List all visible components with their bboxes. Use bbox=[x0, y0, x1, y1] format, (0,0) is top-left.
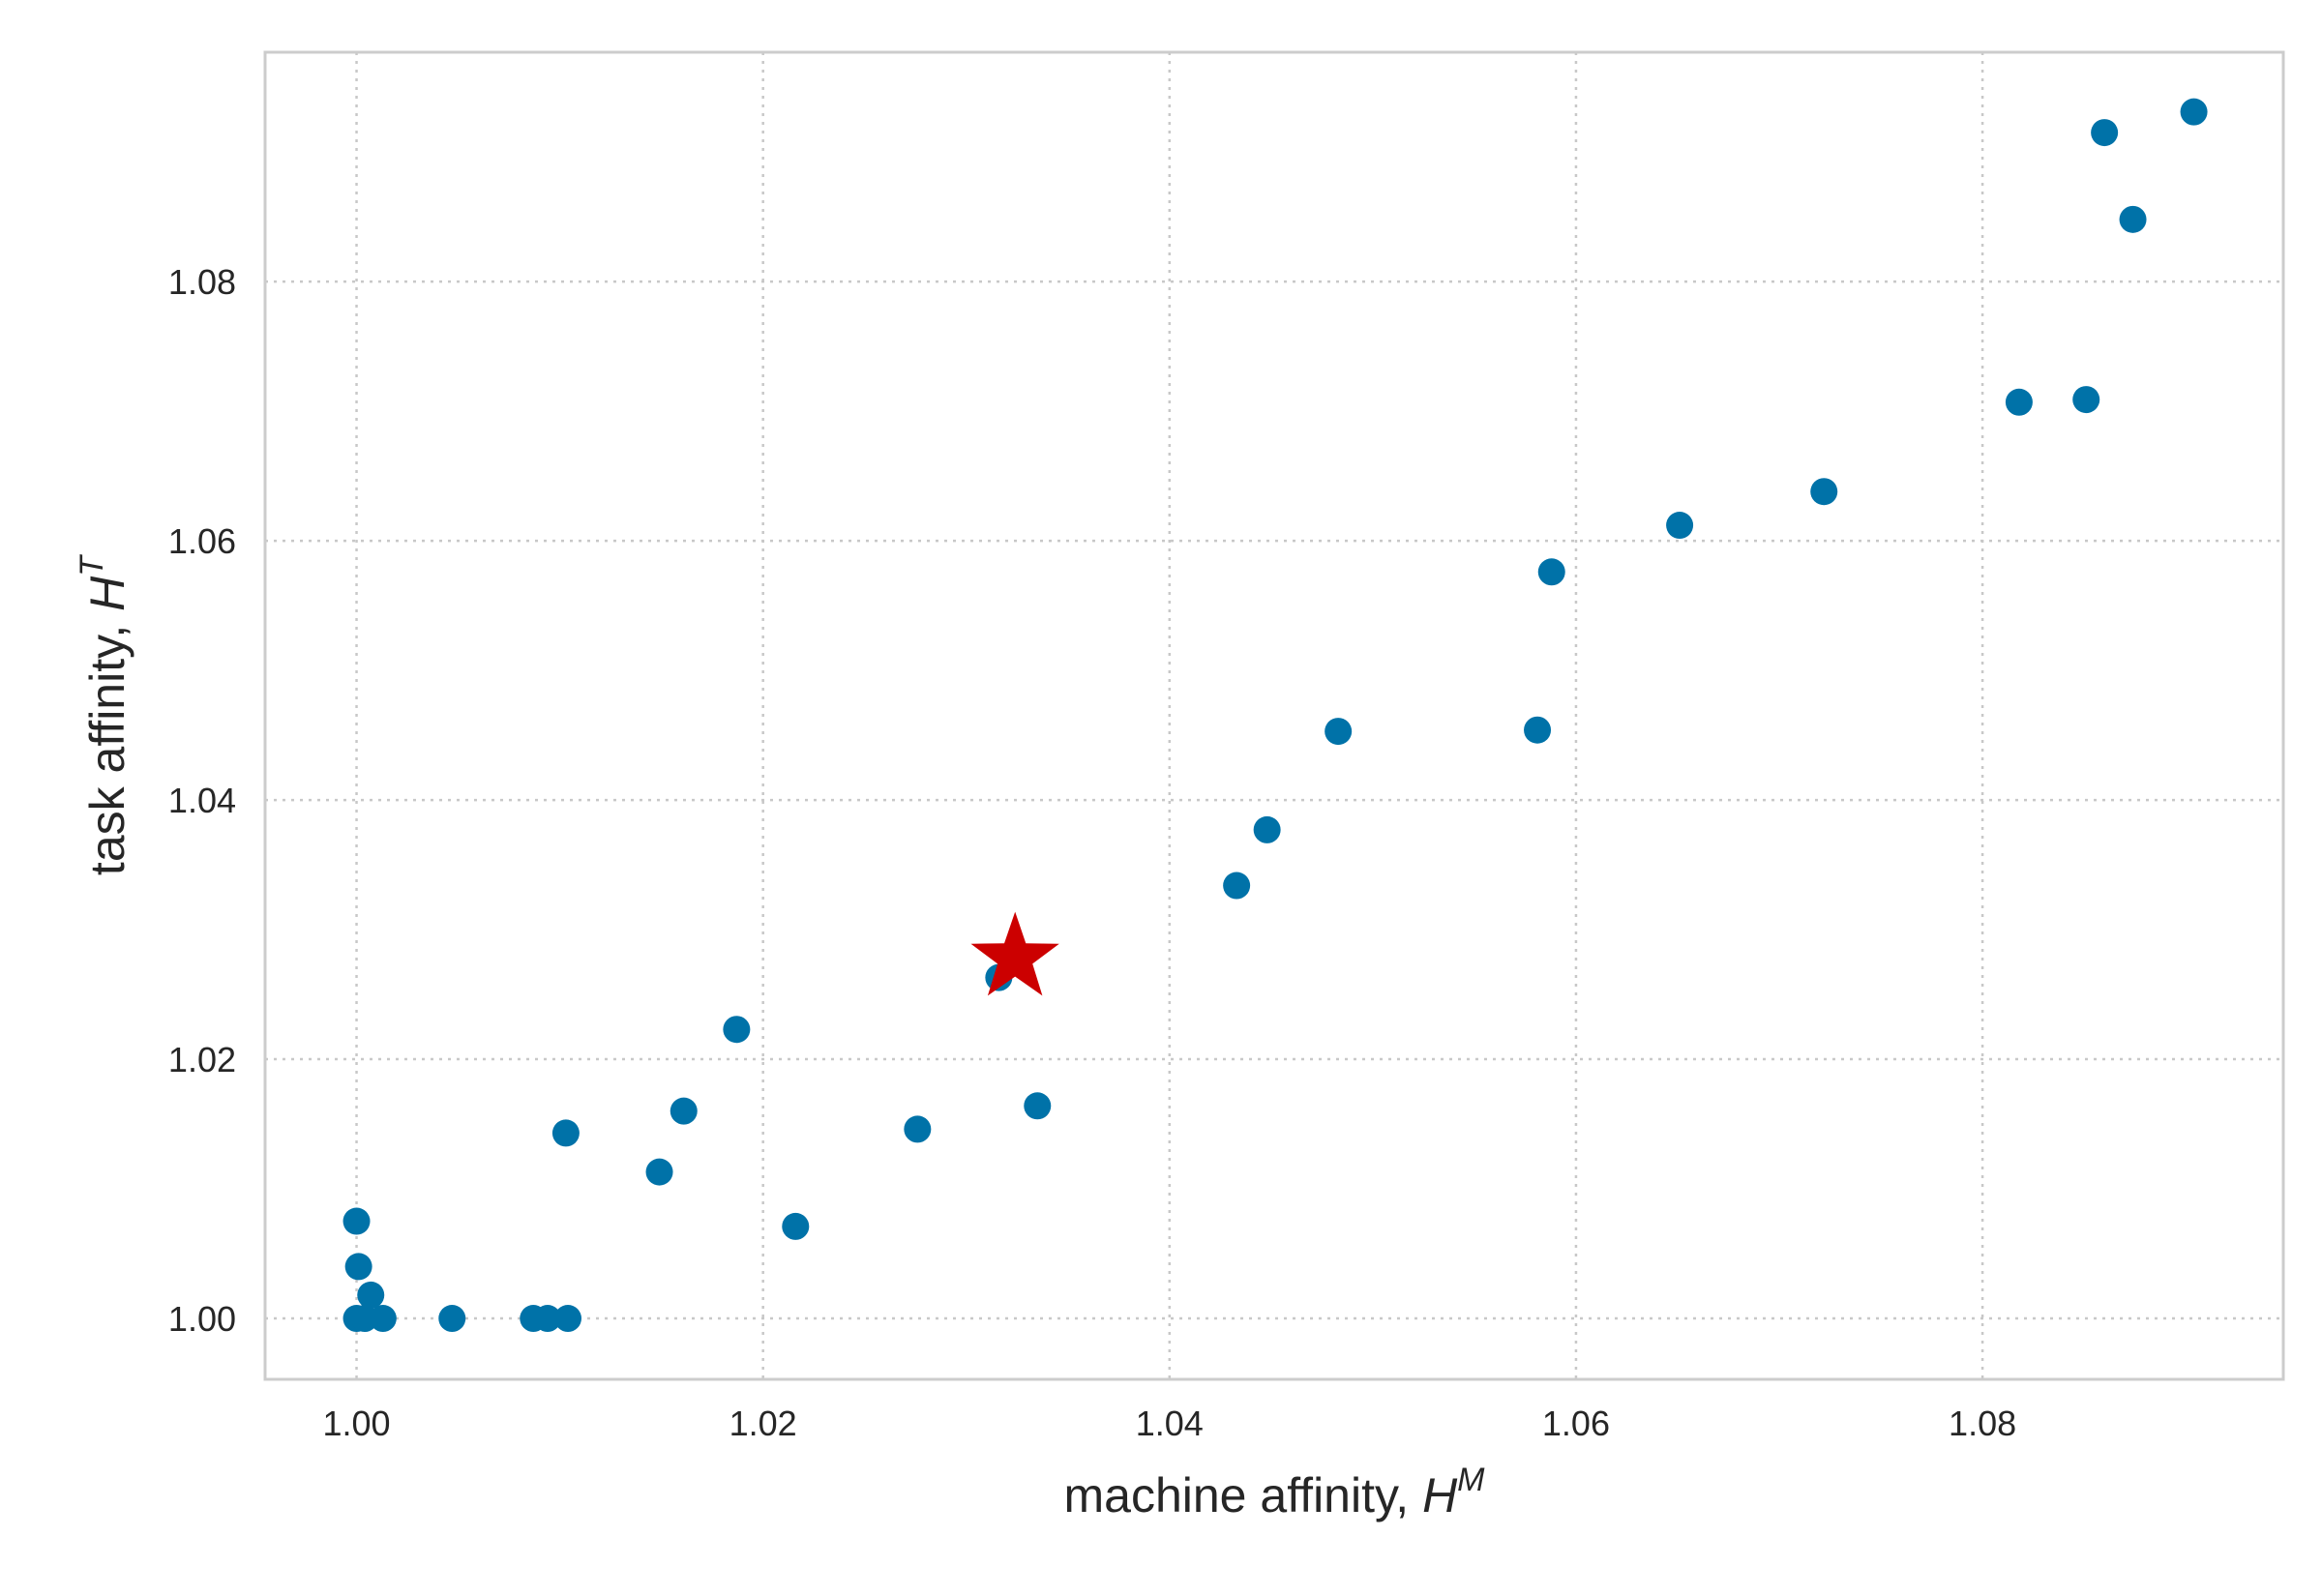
data-point bbox=[357, 1281, 385, 1309]
x-tick-label: 1.08 bbox=[1949, 1404, 2016, 1443]
data-point bbox=[2091, 119, 2119, 147]
highlight-star bbox=[970, 911, 1059, 996]
data-point bbox=[1253, 815, 1281, 843]
y-axis-symbol: H bbox=[80, 576, 134, 611]
data-point bbox=[670, 1097, 698, 1125]
y-gridlines bbox=[265, 280, 2283, 1320]
x-tick-labels: 1.00 1.02 1.04 1.06 1.08 bbox=[322, 1404, 2016, 1443]
data-point bbox=[1223, 872, 1251, 900]
data-point bbox=[782, 1212, 810, 1240]
y-tick-label: 1.04 bbox=[168, 781, 236, 820]
data-point bbox=[551, 1119, 580, 1147]
y-axis-superscript: T bbox=[74, 554, 110, 576]
y-tick-label: 1.08 bbox=[168, 262, 236, 302]
data-point bbox=[554, 1305, 582, 1333]
data-point bbox=[438, 1305, 466, 1333]
data-point bbox=[1524, 716, 1552, 744]
y-axis-label: task affinity, bbox=[80, 611, 134, 875]
x-tick-label: 1.06 bbox=[1542, 1404, 1610, 1443]
data-points bbox=[342, 98, 2208, 1333]
data-point bbox=[723, 1016, 751, 1044]
highlight-marker bbox=[970, 911, 1059, 996]
y-tick-labels: 1.00 1.02 1.04 1.06 1.08 bbox=[168, 262, 236, 1339]
y-tick-label: 1.06 bbox=[168, 521, 236, 561]
y-tick-label: 1.00 bbox=[168, 1299, 236, 1339]
data-point bbox=[533, 1305, 561, 1333]
plot-frame bbox=[263, 50, 2285, 1381]
x-axis-symbol: H bbox=[1422, 1468, 1458, 1522]
data-point bbox=[342, 1207, 371, 1235]
data-point bbox=[1537, 558, 1565, 586]
x-gridlines bbox=[355, 52, 1984, 1379]
data-point bbox=[2005, 388, 2033, 416]
data-point bbox=[1810, 478, 1838, 506]
x-tick-label: 1.00 bbox=[322, 1404, 390, 1443]
x-axis-superscript: M bbox=[1457, 1462, 1485, 1498]
data-point bbox=[2072, 386, 2100, 414]
x-tick-label: 1.02 bbox=[729, 1404, 797, 1443]
data-point bbox=[2180, 98, 2208, 126]
data-point bbox=[645, 1158, 673, 1186]
x-axis-title: machine affinity, HM bbox=[1064, 1462, 1486, 1522]
x-tick-label: 1.04 bbox=[1136, 1404, 1204, 1443]
y-axis-title: task affinity, HT bbox=[74, 554, 134, 875]
y-tick-label: 1.02 bbox=[168, 1040, 236, 1079]
data-point bbox=[904, 1115, 932, 1143]
data-point bbox=[1325, 718, 1353, 746]
data-point bbox=[1024, 1092, 1052, 1120]
x-axis-label: machine affinity, bbox=[1064, 1468, 1423, 1522]
data-point bbox=[1666, 512, 1694, 540]
data-point bbox=[369, 1305, 397, 1333]
data-point bbox=[344, 1253, 372, 1281]
data-point bbox=[2119, 205, 2147, 233]
